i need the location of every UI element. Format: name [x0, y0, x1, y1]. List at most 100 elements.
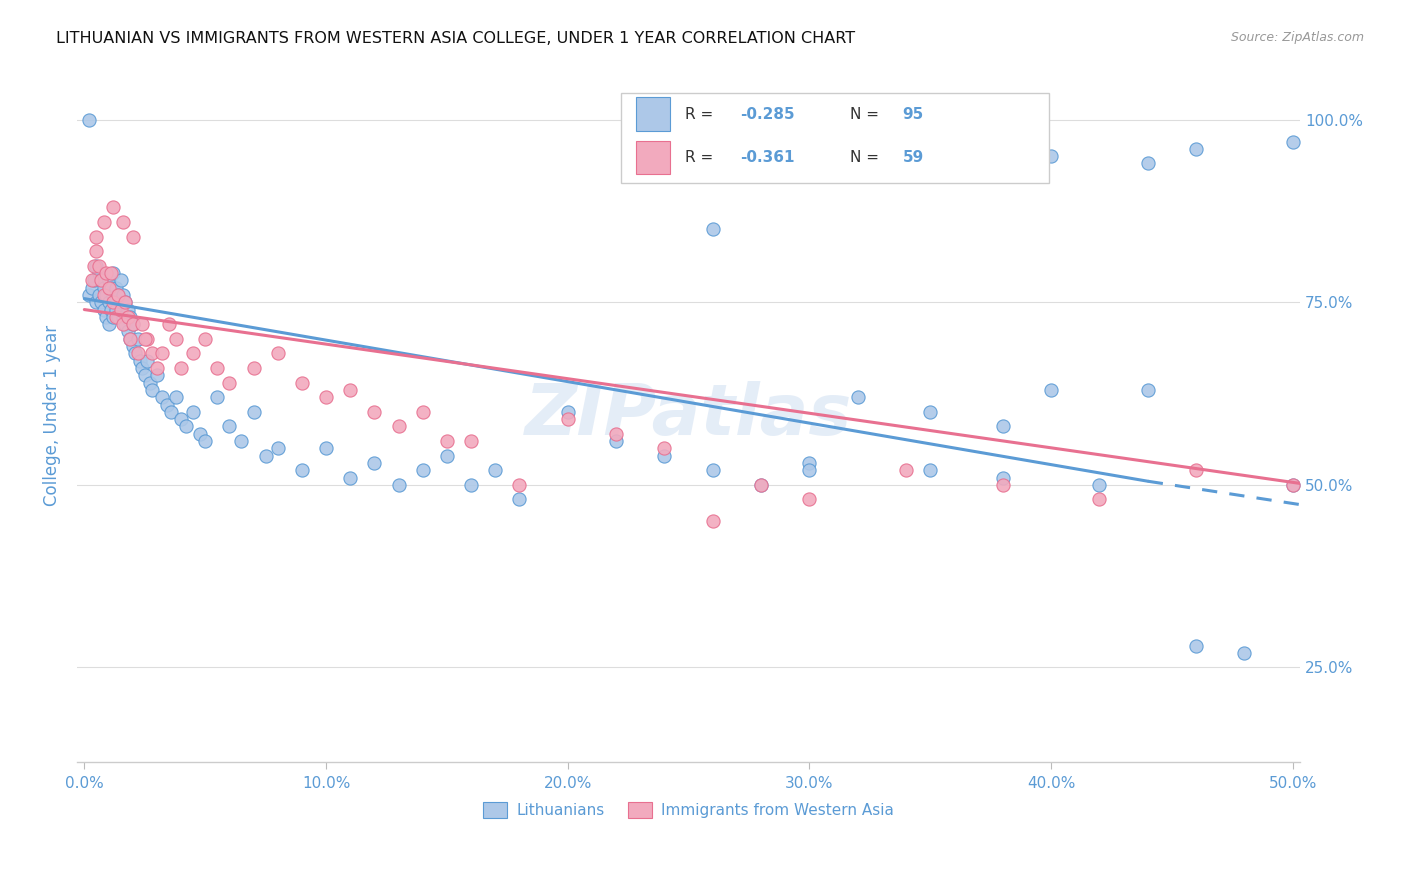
Point: [83, 259, 105, 273]
Point: [1040, 383, 1063, 397]
Bar: [636, 97, 671, 131]
Point: [90, 295, 112, 310]
Text: Source: ZipAtlas.com: Source: ZipAtlas.com: [1230, 31, 1364, 45]
Point: [93, 280, 115, 294]
Point: [150, 390, 173, 404]
Text: R =: R =: [685, 150, 718, 165]
Point: [363, 456, 385, 470]
Point: [702, 463, 724, 477]
Point: [141, 346, 163, 360]
Point: [174, 419, 197, 434]
Text: ZIPatlas: ZIPatlas: [524, 381, 852, 450]
Point: [114, 295, 136, 310]
Point: [165, 332, 187, 346]
Point: [231, 434, 253, 448]
Point: [114, 317, 136, 331]
Point: [121, 317, 143, 331]
Point: [557, 412, 579, 426]
Point: [188, 426, 211, 441]
Text: N =: N =: [851, 106, 884, 121]
Point: [170, 412, 193, 426]
Point: [104, 310, 127, 324]
Point: [110, 295, 132, 310]
Point: [97, 295, 120, 310]
Point: [315, 442, 337, 456]
Point: [194, 434, 217, 448]
Point: [134, 368, 156, 383]
Point: [702, 222, 724, 236]
Point: [77, 288, 100, 302]
Point: [107, 310, 129, 324]
Point: [484, 463, 506, 477]
Point: [77, 112, 100, 127]
Point: [107, 288, 129, 302]
Point: [150, 346, 173, 360]
Point: [508, 492, 530, 507]
Point: [991, 419, 1014, 434]
Point: [799, 456, 821, 470]
Point: [121, 317, 143, 331]
Point: [436, 434, 458, 448]
FancyBboxPatch shape: [621, 93, 1049, 183]
Point: [93, 302, 115, 317]
Point: [991, 470, 1014, 484]
Point: [86, 244, 108, 259]
Legend: Lithuanians, Immigrants from Western Asia: Lithuanians, Immigrants from Western Asi…: [477, 796, 900, 824]
Text: -0.285: -0.285: [740, 106, 794, 121]
Point: [170, 361, 193, 376]
Point: [267, 346, 290, 360]
Point: [117, 302, 139, 317]
Point: [242, 405, 264, 419]
Point: [111, 317, 134, 331]
Point: [218, 376, 240, 390]
Point: [654, 442, 676, 456]
Point: [339, 470, 361, 484]
Point: [111, 215, 134, 229]
Text: LITHUANIAN VS IMMIGRANTS FROM WESTERN ASIA COLLEGE, UNDER 1 YEAR CORRELATION CHA: LITHUANIAN VS IMMIGRANTS FROM WESTERN AS…: [56, 31, 855, 46]
Point: [1088, 492, 1111, 507]
Point: [654, 449, 676, 463]
Point: [363, 405, 385, 419]
Point: [80, 273, 103, 287]
Point: [1185, 463, 1208, 477]
Point: [131, 361, 153, 376]
Point: [799, 463, 821, 477]
Point: [90, 273, 112, 287]
Text: -0.361: -0.361: [740, 150, 794, 165]
Point: [97, 280, 120, 294]
Point: [104, 280, 127, 294]
Point: [120, 310, 142, 324]
Point: [605, 434, 627, 448]
Point: [991, 478, 1014, 492]
Point: [436, 449, 458, 463]
Point: [387, 478, 409, 492]
Point: [412, 463, 434, 477]
Point: [267, 442, 290, 456]
Point: [702, 515, 724, 529]
Point: [1088, 478, 1111, 492]
Point: [124, 346, 146, 360]
Point: [93, 215, 115, 229]
Point: [103, 266, 125, 280]
Point: [181, 346, 204, 360]
Point: [1040, 149, 1063, 163]
Point: [94, 310, 117, 324]
Point: [110, 273, 132, 287]
Text: N =: N =: [851, 150, 884, 165]
Point: [894, 463, 917, 477]
Point: [194, 332, 217, 346]
Point: [315, 390, 337, 404]
Point: [103, 310, 125, 324]
Point: [181, 405, 204, 419]
Point: [103, 200, 125, 214]
Point: [157, 317, 180, 331]
Point: [460, 478, 482, 492]
Point: [94, 266, 117, 280]
Point: [218, 419, 240, 434]
Point: [121, 339, 143, 353]
Point: [97, 317, 120, 331]
Point: [138, 376, 160, 390]
Point: [100, 280, 122, 294]
Point: [207, 390, 229, 404]
Point: [121, 229, 143, 244]
